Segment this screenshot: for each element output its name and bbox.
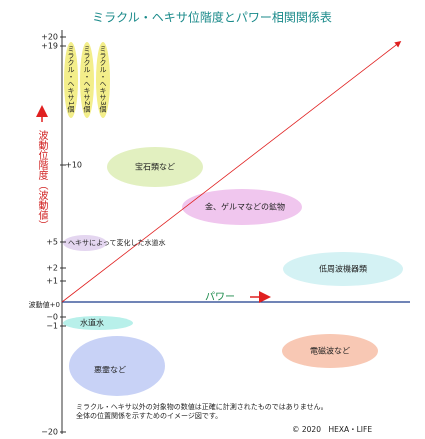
region-shape: [107, 147, 203, 187]
copyright: © 2020 HEXA・LIFE: [292, 425, 372, 434]
column-shape: [96, 42, 110, 118]
region-label: 金、ゲルマなどの鉱物: [205, 202, 285, 212]
region-shape: [283, 252, 403, 286]
region-label: 電磁波など: [310, 346, 350, 356]
y-tick-label: +20: [41, 33, 58, 42]
region-shape: [282, 334, 378, 368]
region-label: 低周波機器類: [319, 264, 367, 274]
y-tick-label: +19: [41, 42, 58, 51]
y-tick-label: +5: [46, 238, 58, 247]
y-tick-label: −20: [41, 428, 58, 437]
region-shape: [63, 316, 133, 330]
column-label: ミラクル・ヘキサ3個: [99, 45, 107, 114]
x-axis-label: パワー: [205, 291, 235, 303]
column-label: ミラクル・ヘキサ1個: [67, 45, 75, 114]
column-shape: [64, 42, 78, 118]
y-tick-label: +1: [46, 277, 58, 286]
y-tick-label: +2: [46, 264, 58, 273]
y-tick-label: +10: [65, 161, 82, 170]
diagonal-arrow: [61, 41, 402, 303]
y-tick-label: 波動値+0: [29, 300, 60, 309]
region-label: 宝石類など: [135, 162, 175, 172]
region-label: ヘキサによって変化した水道水: [68, 238, 165, 247]
y-axis-label: 波動位階度（波動値）: [36, 129, 48, 230]
y-tick-label: −0: [46, 313, 58, 322]
region-shape: [182, 189, 302, 225]
column-shape: [80, 42, 94, 118]
region-label: 水道水: [80, 318, 104, 328]
column-label: ミラクル・ヘキサ2個: [83, 45, 91, 114]
title: ミラクル・ヘキサ位階度とパワー相関関係表: [92, 10, 332, 25]
region-shape: [63, 235, 107, 251]
note: 全体の位置関係を示すためのイメージ図です。: [76, 411, 222, 420]
region-shape: [69, 336, 165, 396]
note: ミラクル・ヘキサ以外の対象物の数値は正確に計測されたものではありません。: [76, 402, 328, 411]
region-label: 悪霊など: [94, 366, 126, 375]
y-ticks: [60, 36, 66, 433]
y-tick-label: −1: [46, 322, 58, 331]
